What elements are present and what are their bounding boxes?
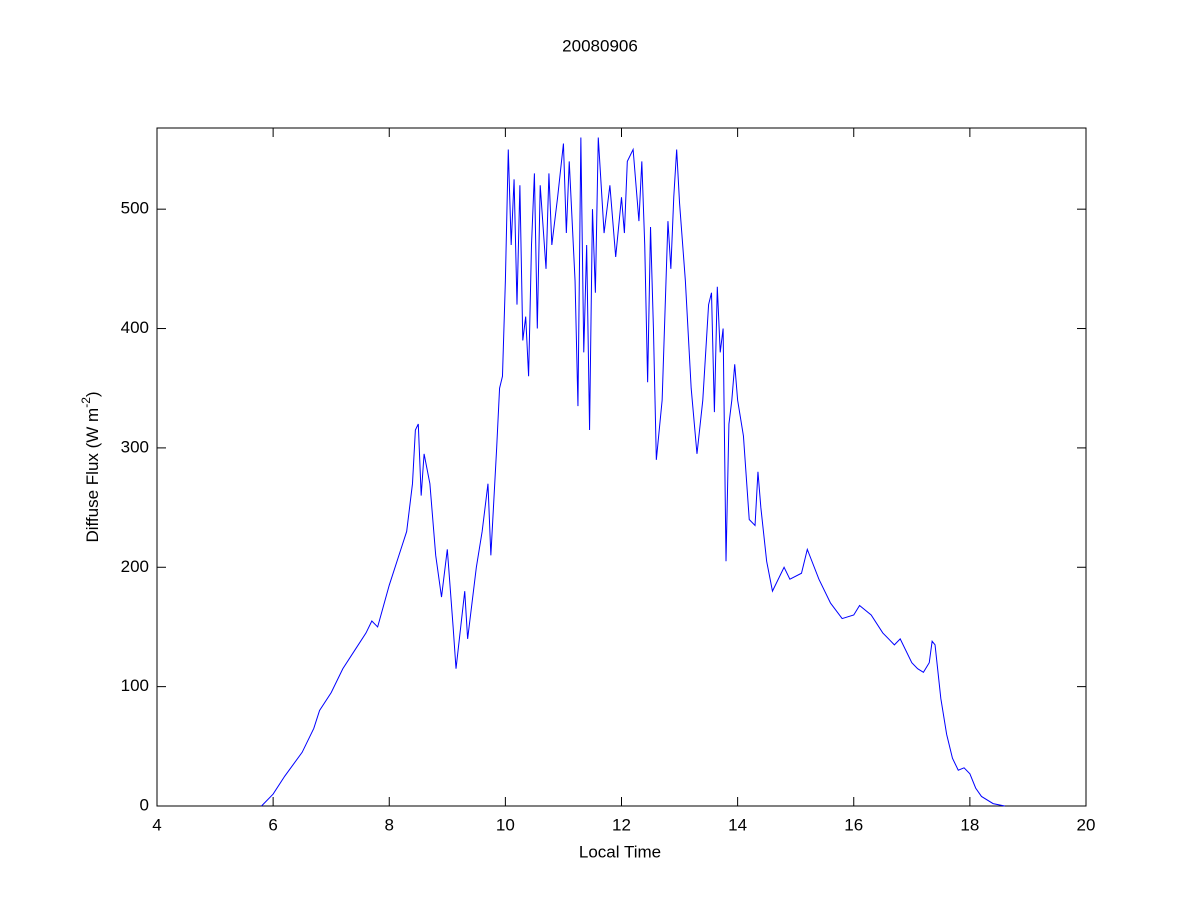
x-tick-label: 10 (496, 815, 515, 834)
y-tick-label: 0 (140, 795, 149, 814)
x-tick-label: 6 (268, 815, 277, 834)
y-tick-label: 100 (121, 676, 149, 695)
x-axis-label: Local Time (579, 842, 661, 861)
x-tick-label: 14 (728, 815, 747, 834)
data-line (261, 137, 1005, 807)
chart-title: 20080906 (562, 36, 638, 55)
y-tick-label: 400 (121, 318, 149, 337)
y-tick-label: 300 (121, 437, 149, 456)
x-tick-label: 8 (385, 815, 394, 834)
x-tick-label: 12 (612, 815, 631, 834)
x-tick-label: 4 (152, 815, 161, 834)
y-tick-label: 200 (121, 557, 149, 576)
y-label-superscript: -2 (79, 397, 93, 408)
x-tick-label: 18 (960, 815, 979, 834)
x-tick-label: 16 (844, 815, 863, 834)
y-label-suffix: ) (83, 391, 102, 397)
y-tick-label: 500 (121, 199, 149, 218)
y-label-text: Diffuse Flux (W m (83, 408, 102, 543)
x-tick-label: 20 (1077, 815, 1096, 834)
y-axis-label: Diffuse Flux (W m-2) (79, 391, 102, 542)
